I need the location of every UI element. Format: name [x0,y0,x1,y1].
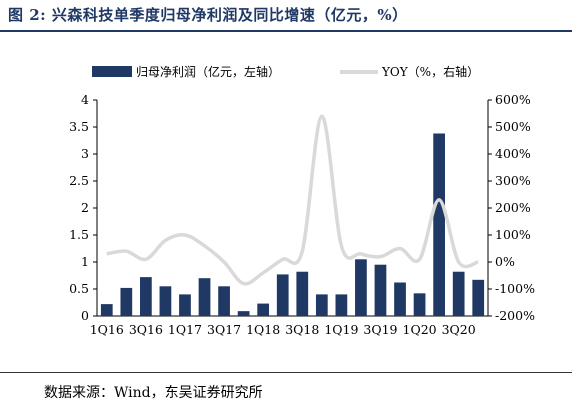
left-tick-label: 0.5 [69,281,89,296]
x-tick-label: 3Q20 [442,322,476,337]
right-tick-label: -100% [495,281,535,296]
right-tick-label: 400% [495,146,531,161]
profit-bar [179,294,191,316]
profit-bar [374,264,387,316]
x-tick-label: 3Q16 [129,322,163,337]
right-tick-label: 200% [495,200,531,215]
left-tick-label: 2 [81,200,89,215]
left-tick-label: 4 [81,92,89,107]
chart: 归母净利润（亿元，左轴） YOY（%，右轴） 0 0.5 1 1.5 2 2.5 3 3.5 4… [69,64,535,337]
x-tick-label: 1Q19 [324,322,358,337]
left-tick-label: 1 [81,254,89,269]
profit-bar [472,279,485,316]
right-tick-label: -200% [495,308,535,323]
profit-bar [296,271,309,316]
left-tick-label: 3 [81,146,89,161]
data-source: 数据来源：Wind，东吴证券研究所 [44,385,263,401]
left-tick-label: 2.5 [69,173,89,188]
profit-bar [335,294,348,316]
x-tick-label: 3Q19 [363,322,397,337]
right-tick-label: 500% [495,119,531,134]
right-tick-label: 0% [495,254,515,269]
profit-bar [413,293,426,316]
profit-bar [159,286,172,316]
left-tick-label: 1.5 [69,227,89,242]
yoy-line [106,114,479,286]
profit-bar [355,259,367,316]
axes [93,99,492,317]
profit-bar [433,133,445,316]
tick-labels: 0 0.5 1 1.5 2 2.5 3 3.5 4 -200% -100% 0% 100% 200% 300… [69,92,535,337]
profit-bar [257,303,270,316]
legend-label-bars: 归母净利润（亿元，左轴） [136,64,280,79]
title-rule [0,30,572,32]
left-tick-label: 3.5 [69,119,89,134]
profit-bar [140,277,152,316]
profit-bar [198,278,211,316]
yoy-line-series [106,114,479,286]
profit-bar [237,311,250,316]
left-tick-label: 0 [81,308,89,323]
x-tick-label: 3Q17 [207,322,241,337]
profit-bar [394,282,406,316]
x-tick-label: 1Q16 [90,322,124,337]
x-tick-label: 1Q17 [168,322,202,337]
profit-bar [120,287,133,316]
legend-swatch-bars [92,66,132,77]
profit-bar [218,286,230,316]
profit-bar [452,271,465,316]
profit-bar [100,304,113,316]
legend: 归母净利润（亿元，左轴） YOY（%，右轴） [92,64,479,79]
right-tick-label: 100% [495,227,531,242]
right-tick-label: 600% [495,92,531,107]
profit-bar [276,274,289,316]
x-tick-label: 1Q18 [246,322,280,337]
bar-series [100,133,485,316]
x-tick-label: 1Q20 [403,322,437,337]
source-rule [0,372,572,373]
x-tick-label: 3Q18 [285,322,319,337]
right-tick-label: 300% [495,173,531,188]
legend-label-line: YOY（%，右轴） [381,64,479,79]
profit-bar [315,294,328,316]
chart-title: 图 2: 兴森科技单季度归母净利润及同比增速（亿元，%） [8,6,408,24]
